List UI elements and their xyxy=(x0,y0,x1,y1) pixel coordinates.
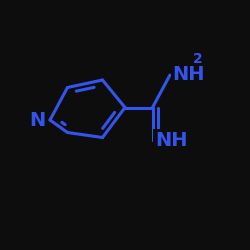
Text: 2: 2 xyxy=(192,52,202,66)
Text: N: N xyxy=(29,110,45,130)
Text: NH: NH xyxy=(172,66,205,84)
Text: NH: NH xyxy=(155,130,188,150)
